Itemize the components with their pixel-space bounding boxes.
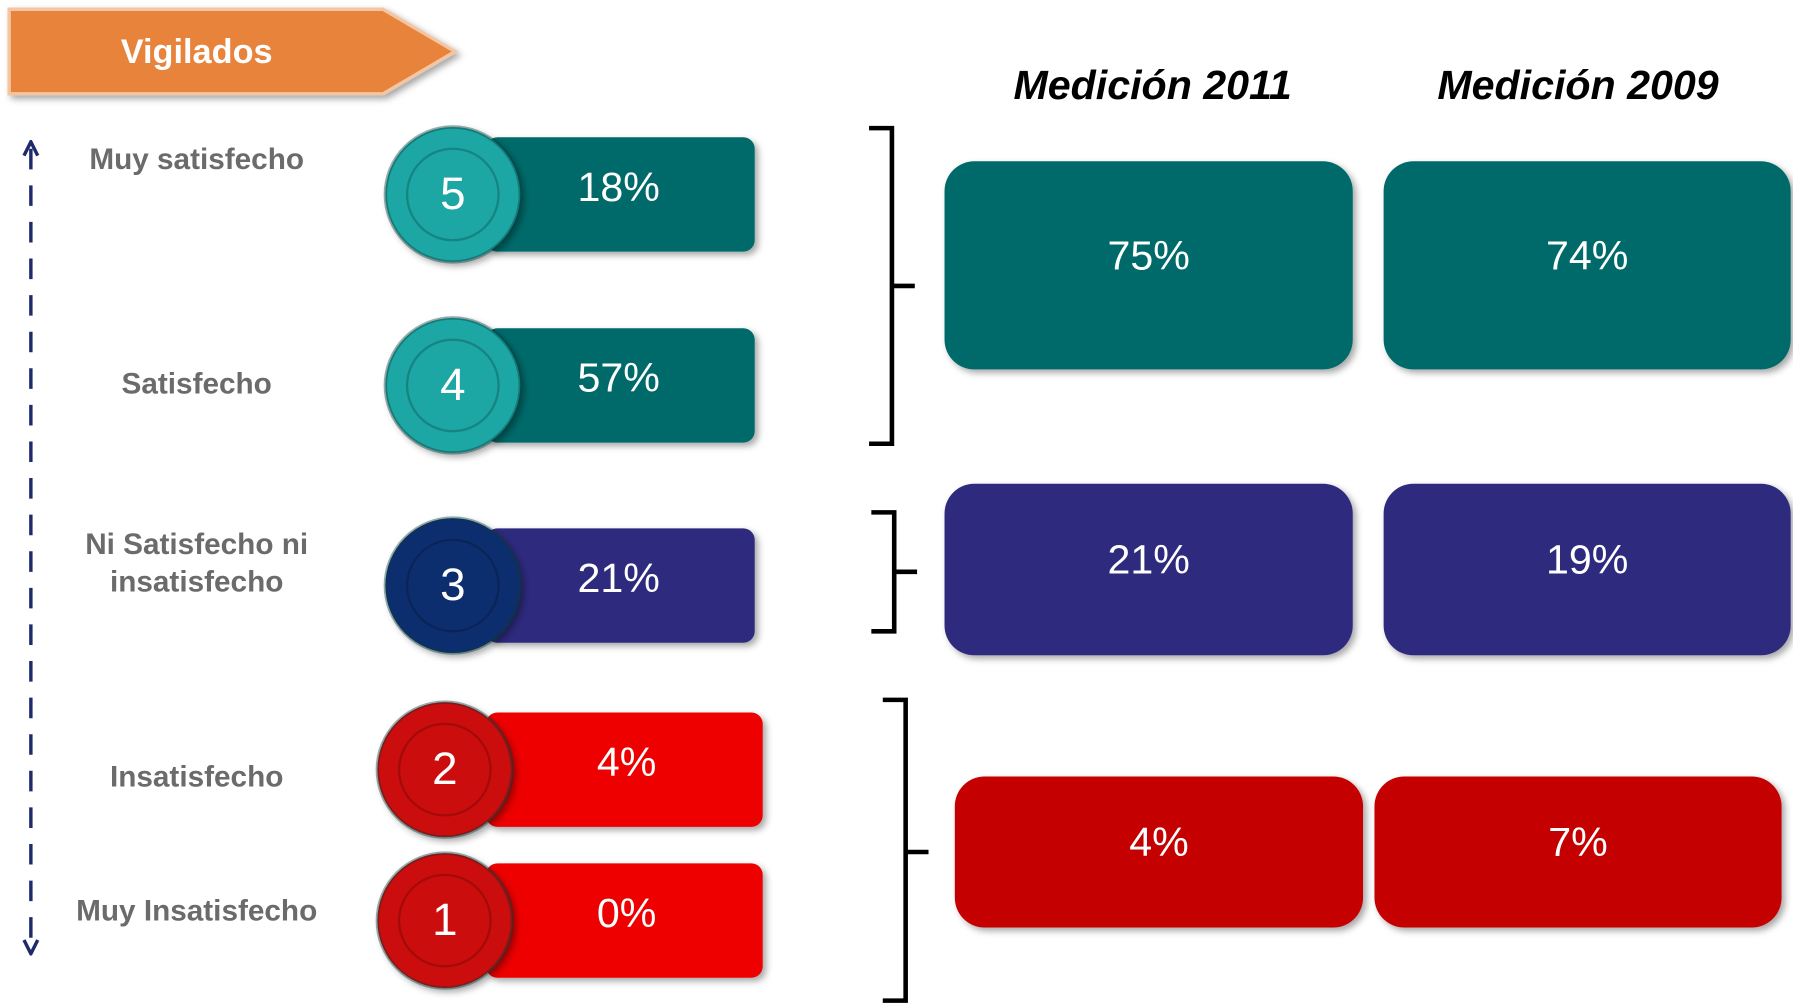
level-bar: [485, 863, 763, 978]
header-arrow: [7, 7, 459, 96]
result-box: [944, 161, 1353, 370]
level-number: 5: [440, 168, 465, 219]
result-value: 7%: [1548, 819, 1607, 865]
level-bar: [485, 712, 763, 827]
result-box: [1383, 161, 1791, 370]
bracket: [871, 510, 918, 634]
level-label: Insatisfecho: [110, 761, 283, 794]
header-title: Vigilados: [121, 33, 273, 71]
level-circle-inner: [397, 873, 492, 968]
level-circle: [375, 851, 515, 990]
level-label: Muy satisfecho: [89, 143, 304, 176]
level-label: insatisfecho: [110, 566, 283, 599]
level-value: 0%: [597, 890, 656, 936]
content: Medición 2011 Medición 2009 Muy satisfecho…: [76, 62, 1791, 1003]
level-value: 18%: [577, 164, 659, 210]
level-circle-inner: [405, 147, 500, 242]
level-number: 2: [432, 743, 457, 794]
level-value: 21%: [577, 555, 659, 601]
result-value: 21%: [1107, 537, 1189, 583]
level-circle-inner: [405, 538, 500, 633]
level-circle: [383, 316, 523, 455]
level-bar: [485, 137, 755, 252]
level-label: Muy Insatisfecho: [76, 894, 317, 927]
level-number: 4: [440, 359, 465, 410]
level-circle-inner: [397, 722, 492, 817]
result-value: 4%: [1129, 819, 1188, 865]
level-label: Ni Satisfecho ni: [85, 528, 308, 561]
bracket: [882, 697, 929, 1003]
result-box: [1383, 483, 1791, 656]
level-circle: [375, 700, 515, 839]
level-circle: [383, 125, 523, 264]
level-label: Satisfecho: [122, 367, 272, 400]
level-number: 3: [440, 559, 465, 610]
result-box: [1374, 776, 1782, 928]
column-header: Medición 2011: [1013, 62, 1291, 108]
bracket: [869, 125, 915, 447]
result-value: 75%: [1107, 232, 1189, 278]
result-box: [954, 776, 1364, 928]
level-circle: [383, 516, 523, 655]
result-value: 19%: [1546, 537, 1628, 583]
level-value: 4%: [597, 739, 656, 785]
result-value: 74%: [1546, 232, 1628, 278]
level-number: 1: [432, 894, 457, 945]
level-bar: [485, 328, 755, 443]
result-box: [944, 483, 1353, 656]
level-circle-inner: [405, 338, 500, 433]
level-value: 57%: [577, 355, 659, 401]
level-bar: [485, 528, 755, 643]
column-header: Medición 2009: [1437, 62, 1718, 108]
